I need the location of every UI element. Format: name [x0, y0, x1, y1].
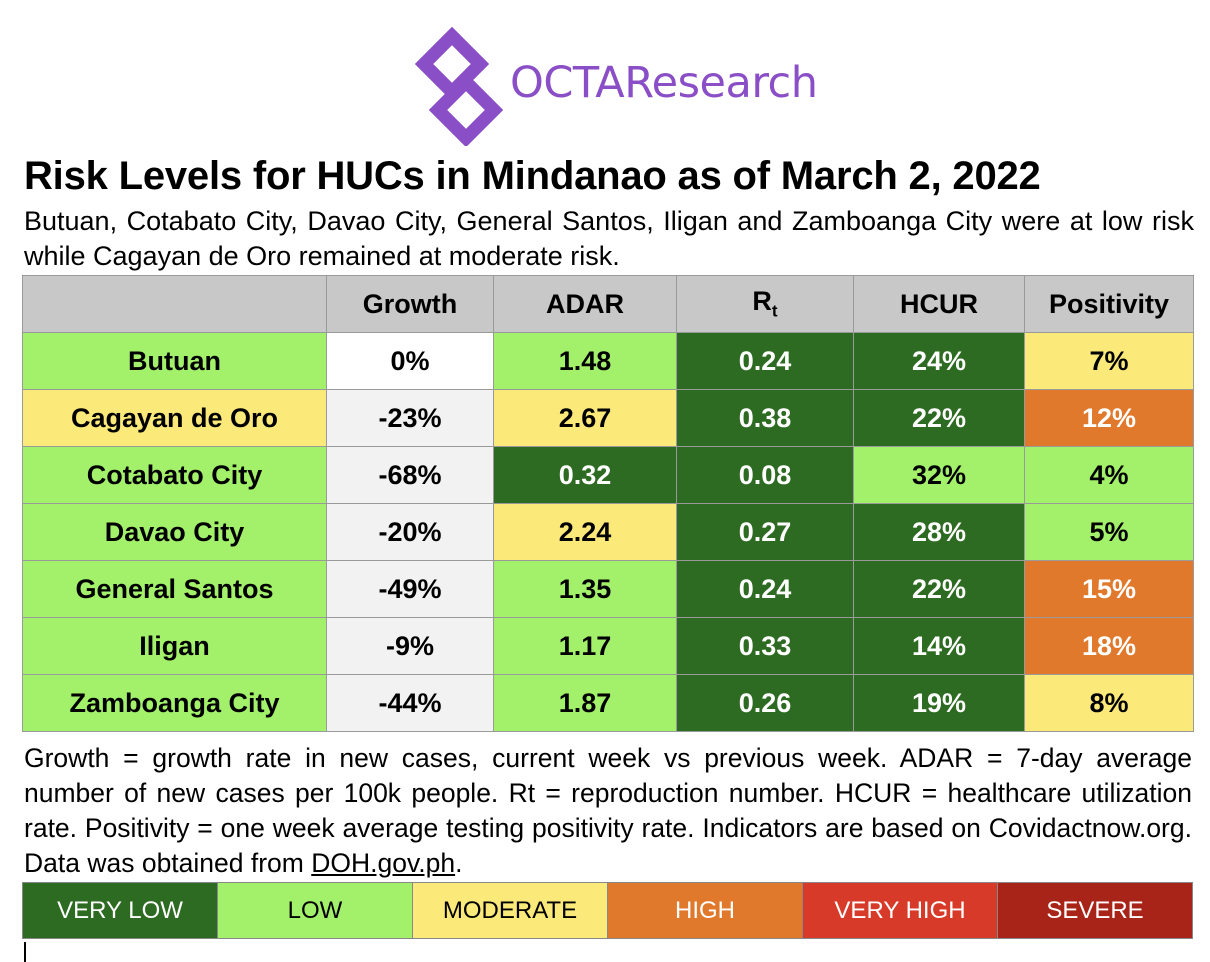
table-row: Cotabato City -68% 0.32 0.08 32% 4%	[22, 446, 1194, 504]
hcur-cell: 32%	[853, 446, 1025, 504]
table-row: General Santos -49% 1.35 0.24 22% 15%	[22, 560, 1194, 618]
adar-cell: 0.32	[493, 446, 677, 504]
hcur-cell: 19%	[853, 674, 1025, 732]
hcur-cell: 28%	[853, 503, 1025, 561]
header-adar: ADAR	[493, 275, 677, 333]
legend-low: LOW	[218, 883, 413, 938]
table-row: Davao City -20% 2.24 0.27 28% 5%	[22, 503, 1194, 561]
notes-end: .	[455, 848, 463, 878]
legend-very-low: VERY LOW	[23, 883, 218, 938]
legend-very-high: VERY HIGH	[803, 883, 998, 938]
page-title: Risk Levels for HUCs in Mindanao as of M…	[24, 154, 1041, 198]
growth-cell: -44%	[326, 674, 494, 732]
growth-cell: 0%	[326, 332, 494, 390]
octa-logo-icon	[414, 26, 504, 146]
growth-cell: -68%	[326, 446, 494, 504]
rt-cell: 0.08	[676, 446, 854, 504]
doh-link[interactable]: DOH.gov.ph	[311, 848, 456, 878]
rt-cell: 0.26	[676, 674, 854, 732]
positivity-cell: 8%	[1024, 674, 1194, 732]
header-city	[22, 275, 327, 333]
positivity-cell: 18%	[1024, 617, 1194, 675]
header-growth: Growth	[326, 275, 494, 333]
risk-table: Growth ADAR Rt HCUR Positivity Butuan 0%…	[22, 275, 1194, 732]
city-cell: Davao City	[22, 503, 327, 561]
city-cell: Butuan	[22, 332, 327, 390]
risk-legend: VERY LOW LOW MODERATE HIGH VERY HIGH SEV…	[22, 882, 1193, 939]
rt-cell: 0.38	[676, 389, 854, 447]
header-rt-sub: t	[771, 301, 778, 321]
table-row: Iligan -9% 1.17 0.33 14% 18%	[22, 617, 1194, 675]
city-cell: Cagayan de Oro	[22, 389, 327, 447]
positivity-cell: 12%	[1024, 389, 1194, 447]
header-rt-main: R	[752, 286, 772, 317]
city-cell: General Santos	[22, 560, 327, 618]
definitions-note: Growth = growth rate in new cases, curre…	[24, 741, 1192, 881]
growth-cell: -23%	[326, 389, 494, 447]
city-cell: Iligan	[22, 617, 327, 675]
rt-cell: 0.27	[676, 503, 854, 561]
table-row: Cagayan de Oro -23% 2.67 0.38 22% 12%	[22, 389, 1194, 447]
adar-cell: 1.35	[493, 560, 677, 618]
rt-cell: 0.24	[676, 560, 854, 618]
hcur-cell: 22%	[853, 389, 1025, 447]
legend-high: HIGH	[608, 883, 803, 938]
city-cell: Cotabato City	[22, 446, 327, 504]
positivity-cell: 5%	[1024, 503, 1194, 561]
brand-name: OCTAResearch	[510, 58, 818, 108]
adar-cell: 2.24	[493, 503, 677, 561]
growth-cell: -49%	[326, 560, 494, 618]
header-positivity: Positivity	[1024, 275, 1194, 333]
adar-cell: 1.48	[493, 332, 677, 390]
adar-cell: 2.67	[493, 389, 677, 447]
growth-cell: -20%	[326, 503, 494, 561]
rt-cell: 0.33	[676, 617, 854, 675]
city-cell: Zamboanga City	[22, 674, 327, 732]
positivity-cell: 15%	[1024, 560, 1194, 618]
positivity-cell: 4%	[1024, 446, 1194, 504]
text-cursor	[24, 942, 26, 962]
hcur-cell: 24%	[853, 332, 1025, 390]
hcur-cell: 22%	[853, 560, 1025, 618]
rt-cell: 0.24	[676, 332, 854, 390]
table-row: Zamboanga City -44% 1.87 0.26 19% 8%	[22, 674, 1194, 732]
adar-cell: 1.87	[493, 674, 677, 732]
octa-logo: OCTAResearch	[414, 26, 818, 146]
adar-cell: 1.17	[493, 617, 677, 675]
legend-severe: SEVERE	[998, 883, 1192, 938]
table-row: Butuan 0% 1.48 0.24 24% 7%	[22, 332, 1194, 390]
header-rt: Rt	[676, 275, 854, 333]
header-hcur: HCUR	[853, 275, 1025, 333]
legend-moderate: MODERATE	[413, 883, 608, 938]
hcur-cell: 14%	[853, 617, 1025, 675]
notes-text: Growth = growth rate in new cases, curre…	[24, 743, 1192, 878]
table-header-row: Growth ADAR Rt HCUR Positivity	[22, 275, 1194, 333]
positivity-cell: 7%	[1024, 332, 1194, 390]
page-subtitle: Butuan, Cotabato City, Davao City, Gener…	[24, 206, 1194, 271]
growth-cell: -9%	[326, 617, 494, 675]
